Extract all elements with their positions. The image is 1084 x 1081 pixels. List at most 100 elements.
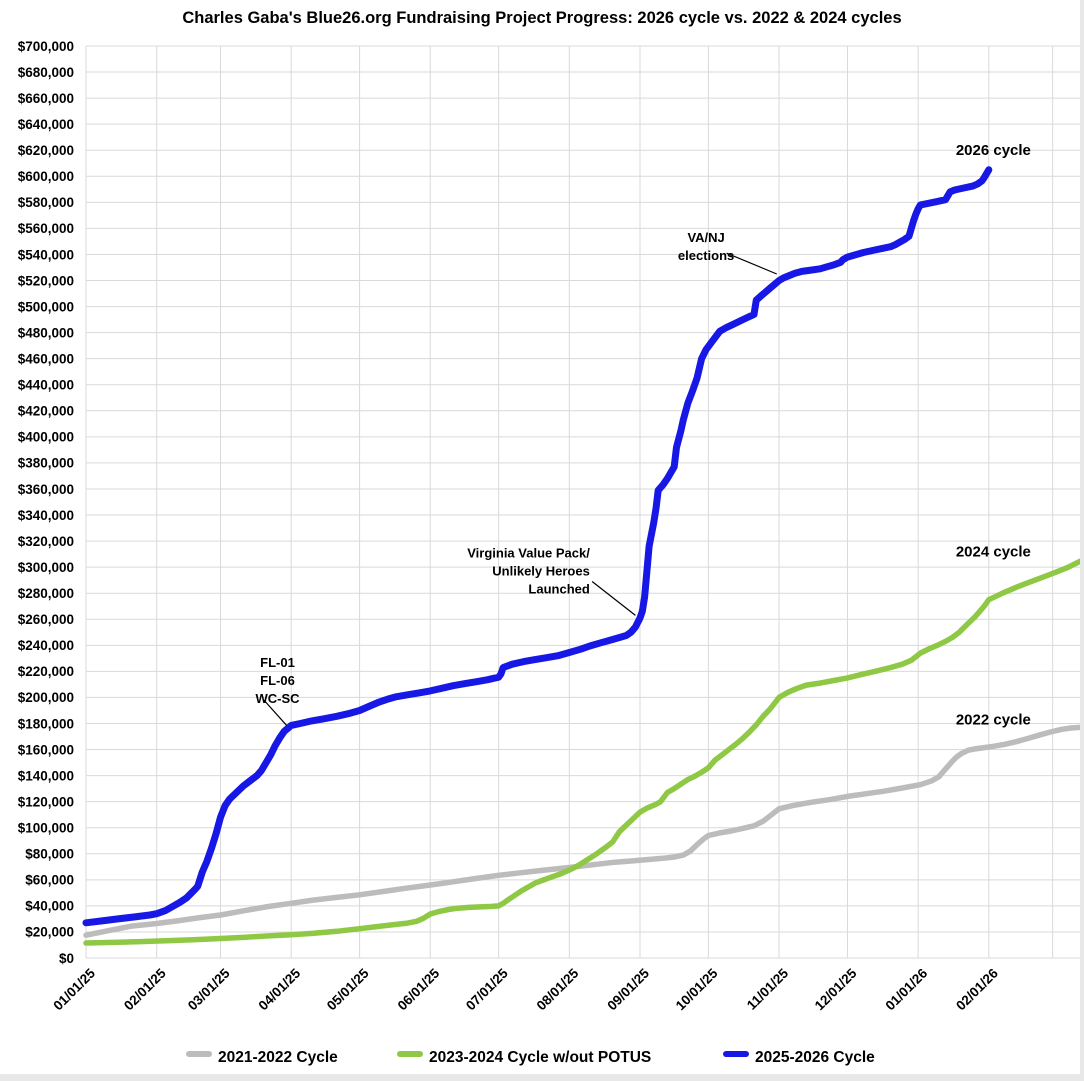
y-tick-label: $560,000 bbox=[18, 221, 74, 236]
y-tick-label: $180,000 bbox=[18, 716, 74, 731]
y-axis-labels: $0 $20,000 $40,000 $60,000 $80,000 $100,000 $1… bbox=[18, 39, 74, 966]
x-tick: 04/01/25 bbox=[256, 965, 304, 1013]
annotation-fl-races: FL-01 FL-06 WC-SC bbox=[255, 655, 300, 726]
y-tick-label: $0 bbox=[59, 951, 74, 966]
y-tick-label: $360,000 bbox=[18, 482, 74, 497]
annotation-leader-line bbox=[726, 252, 778, 275]
x-tick: 01/01/26 bbox=[882, 965, 930, 1013]
annotation-text: elections bbox=[678, 248, 734, 263]
y-tick-label: $320,000 bbox=[18, 534, 74, 549]
y-tick-label: $80,000 bbox=[25, 847, 74, 862]
y-tick-label: $600,000 bbox=[18, 169, 74, 184]
y-tick-label: $120,000 bbox=[18, 794, 74, 809]
x-tick: 03/01/25 bbox=[185, 965, 233, 1013]
x-tick-label: 01/01/25 bbox=[50, 965, 98, 1013]
annotation-leader-line bbox=[263, 699, 288, 726]
annotation-text: Launched bbox=[528, 582, 589, 597]
x-tick-label: 02/01/26 bbox=[953, 965, 1001, 1013]
x-tick: 09/01/25 bbox=[604, 965, 652, 1013]
series-end-label: 2022 cycle bbox=[956, 712, 1031, 729]
y-tick-label: $520,000 bbox=[18, 273, 74, 288]
series-end-labels: 2022 cycle 2024 cycle 2026 cycle bbox=[956, 142, 1031, 728]
legend-item: 2025-2026 Cycle bbox=[723, 1049, 875, 1066]
annotation-text: FL-01 bbox=[260, 655, 295, 670]
y-tick-label: $220,000 bbox=[18, 664, 74, 679]
x-tick-label: 09/01/25 bbox=[604, 965, 652, 1013]
series-line-2021-2022-cycle bbox=[83, 724, 1083, 938]
y-tick-label: $60,000 bbox=[25, 873, 74, 888]
x-tick-label: 08/01/25 bbox=[534, 965, 582, 1013]
x-axis-labels: 01/01/25 02/01/25 03/01/25 04/01/25 05/01/25… bbox=[50, 965, 1001, 1013]
y-tick-label: $620,000 bbox=[18, 143, 74, 158]
y-tick-label: $340,000 bbox=[18, 508, 74, 523]
x-tick-label: 11/01/25 bbox=[744, 965, 792, 1013]
y-tick-label: $380,000 bbox=[18, 456, 74, 471]
legend-label: 2025-2026 Cycle bbox=[755, 1049, 875, 1066]
x-tick: 02/01/26 bbox=[953, 965, 1001, 1013]
x-tick-label: 01/01/26 bbox=[882, 965, 930, 1013]
x-tick-label: 05/01/25 bbox=[324, 965, 372, 1013]
gridlines bbox=[85, 45, 1080, 959]
series-line-2025-2026-cycle bbox=[82, 166, 993, 927]
y-tick-label: $40,000 bbox=[25, 899, 74, 914]
y-tick-label: $680,000 bbox=[18, 65, 74, 80]
x-tick: 02/01/25 bbox=[121, 965, 169, 1013]
x-tick-label: 12/01/25 bbox=[812, 965, 860, 1013]
y-tick-label: $100,000 bbox=[18, 821, 74, 836]
y-tick-label: $500,000 bbox=[18, 299, 74, 314]
y-tick-label: $200,000 bbox=[18, 690, 74, 705]
annotation-text: FL-06 bbox=[260, 673, 295, 688]
y-tick-label: $480,000 bbox=[18, 325, 74, 340]
x-tick-label: 03/01/25 bbox=[185, 965, 233, 1013]
y-tick-label: $160,000 bbox=[18, 742, 74, 757]
legend-swatch bbox=[397, 1051, 423, 1057]
annotation-va-nj-elections: VA/NJ elections bbox=[678, 230, 778, 275]
x-tick-label: 02/01/25 bbox=[121, 965, 169, 1013]
x-tick: 10/01/25 bbox=[673, 965, 721, 1013]
legend-label: 2023-2024 Cycle w/out POTUS bbox=[429, 1049, 651, 1066]
y-tick-label: $420,000 bbox=[18, 404, 74, 419]
y-tick-label: $640,000 bbox=[18, 117, 74, 132]
y-tick-label: $400,000 bbox=[18, 430, 74, 445]
annotation-text: WC-SC bbox=[255, 691, 300, 706]
annotation-text: VA/NJ bbox=[687, 230, 724, 245]
x-tick: 11/01/25 bbox=[744, 965, 792, 1013]
y-tick-label: $20,000 bbox=[25, 925, 74, 940]
chart-legend: 2021-2022 Cycle 2023-2024 Cycle w/out POT… bbox=[186, 1049, 875, 1066]
annotation-leader-line bbox=[591, 581, 636, 616]
y-tick-label: $700,000 bbox=[18, 39, 74, 54]
x-tick-label: 04/01/25 bbox=[256, 965, 304, 1013]
legend-swatch bbox=[723, 1051, 749, 1057]
annotations: FL-01 FL-06 WC-SC Virginia Value Pack/Unlik… bbox=[255, 230, 778, 726]
y-tick-label: $660,000 bbox=[18, 91, 74, 106]
legend-label: 2021-2022 Cycle bbox=[218, 1049, 338, 1066]
y-tick-label: $460,000 bbox=[18, 351, 74, 366]
x-tick: 07/01/25 bbox=[463, 965, 511, 1013]
chart-title: Charles Gaba's Blue26.org Fundraising Pr… bbox=[182, 9, 901, 27]
y-tick-label: $580,000 bbox=[18, 195, 74, 210]
x-tick: 01/01/25 bbox=[50, 965, 98, 1013]
y-tick-label: $540,000 bbox=[18, 247, 74, 262]
legend-item: 2021-2022 Cycle bbox=[186, 1049, 338, 1066]
x-tick: 06/01/25 bbox=[395, 965, 443, 1013]
series-lines bbox=[82, 166, 1083, 946]
annotation-virginia-value-pack: Virginia Value Pack/Unlikely Heroes Launc… bbox=[467, 546, 636, 616]
annotation-text: Unlikely Heroes bbox=[492, 564, 590, 579]
y-tick-label: $300,000 bbox=[18, 560, 74, 575]
x-tick-label: 06/01/25 bbox=[395, 965, 443, 1013]
bottom-edge-strip bbox=[0, 1074, 1084, 1081]
x-tick-label: 07/01/25 bbox=[463, 965, 511, 1013]
x-tick: 05/01/25 bbox=[324, 965, 372, 1013]
y-tick-label: $280,000 bbox=[18, 586, 74, 601]
annotation-text: Virginia Value Pack/ bbox=[467, 546, 590, 561]
y-tick-label: $140,000 bbox=[18, 768, 74, 783]
series-end-label: 2026 cycle bbox=[956, 142, 1031, 159]
series-line-2023-2024-cycle-w-out-potus bbox=[83, 558, 1083, 946]
x-tick-label: 10/01/25 bbox=[673, 965, 721, 1013]
x-tick: 12/01/25 bbox=[812, 965, 860, 1013]
y-tick-label: $260,000 bbox=[18, 612, 74, 627]
legend-item: 2023-2024 Cycle w/out POTUS bbox=[397, 1049, 651, 1066]
